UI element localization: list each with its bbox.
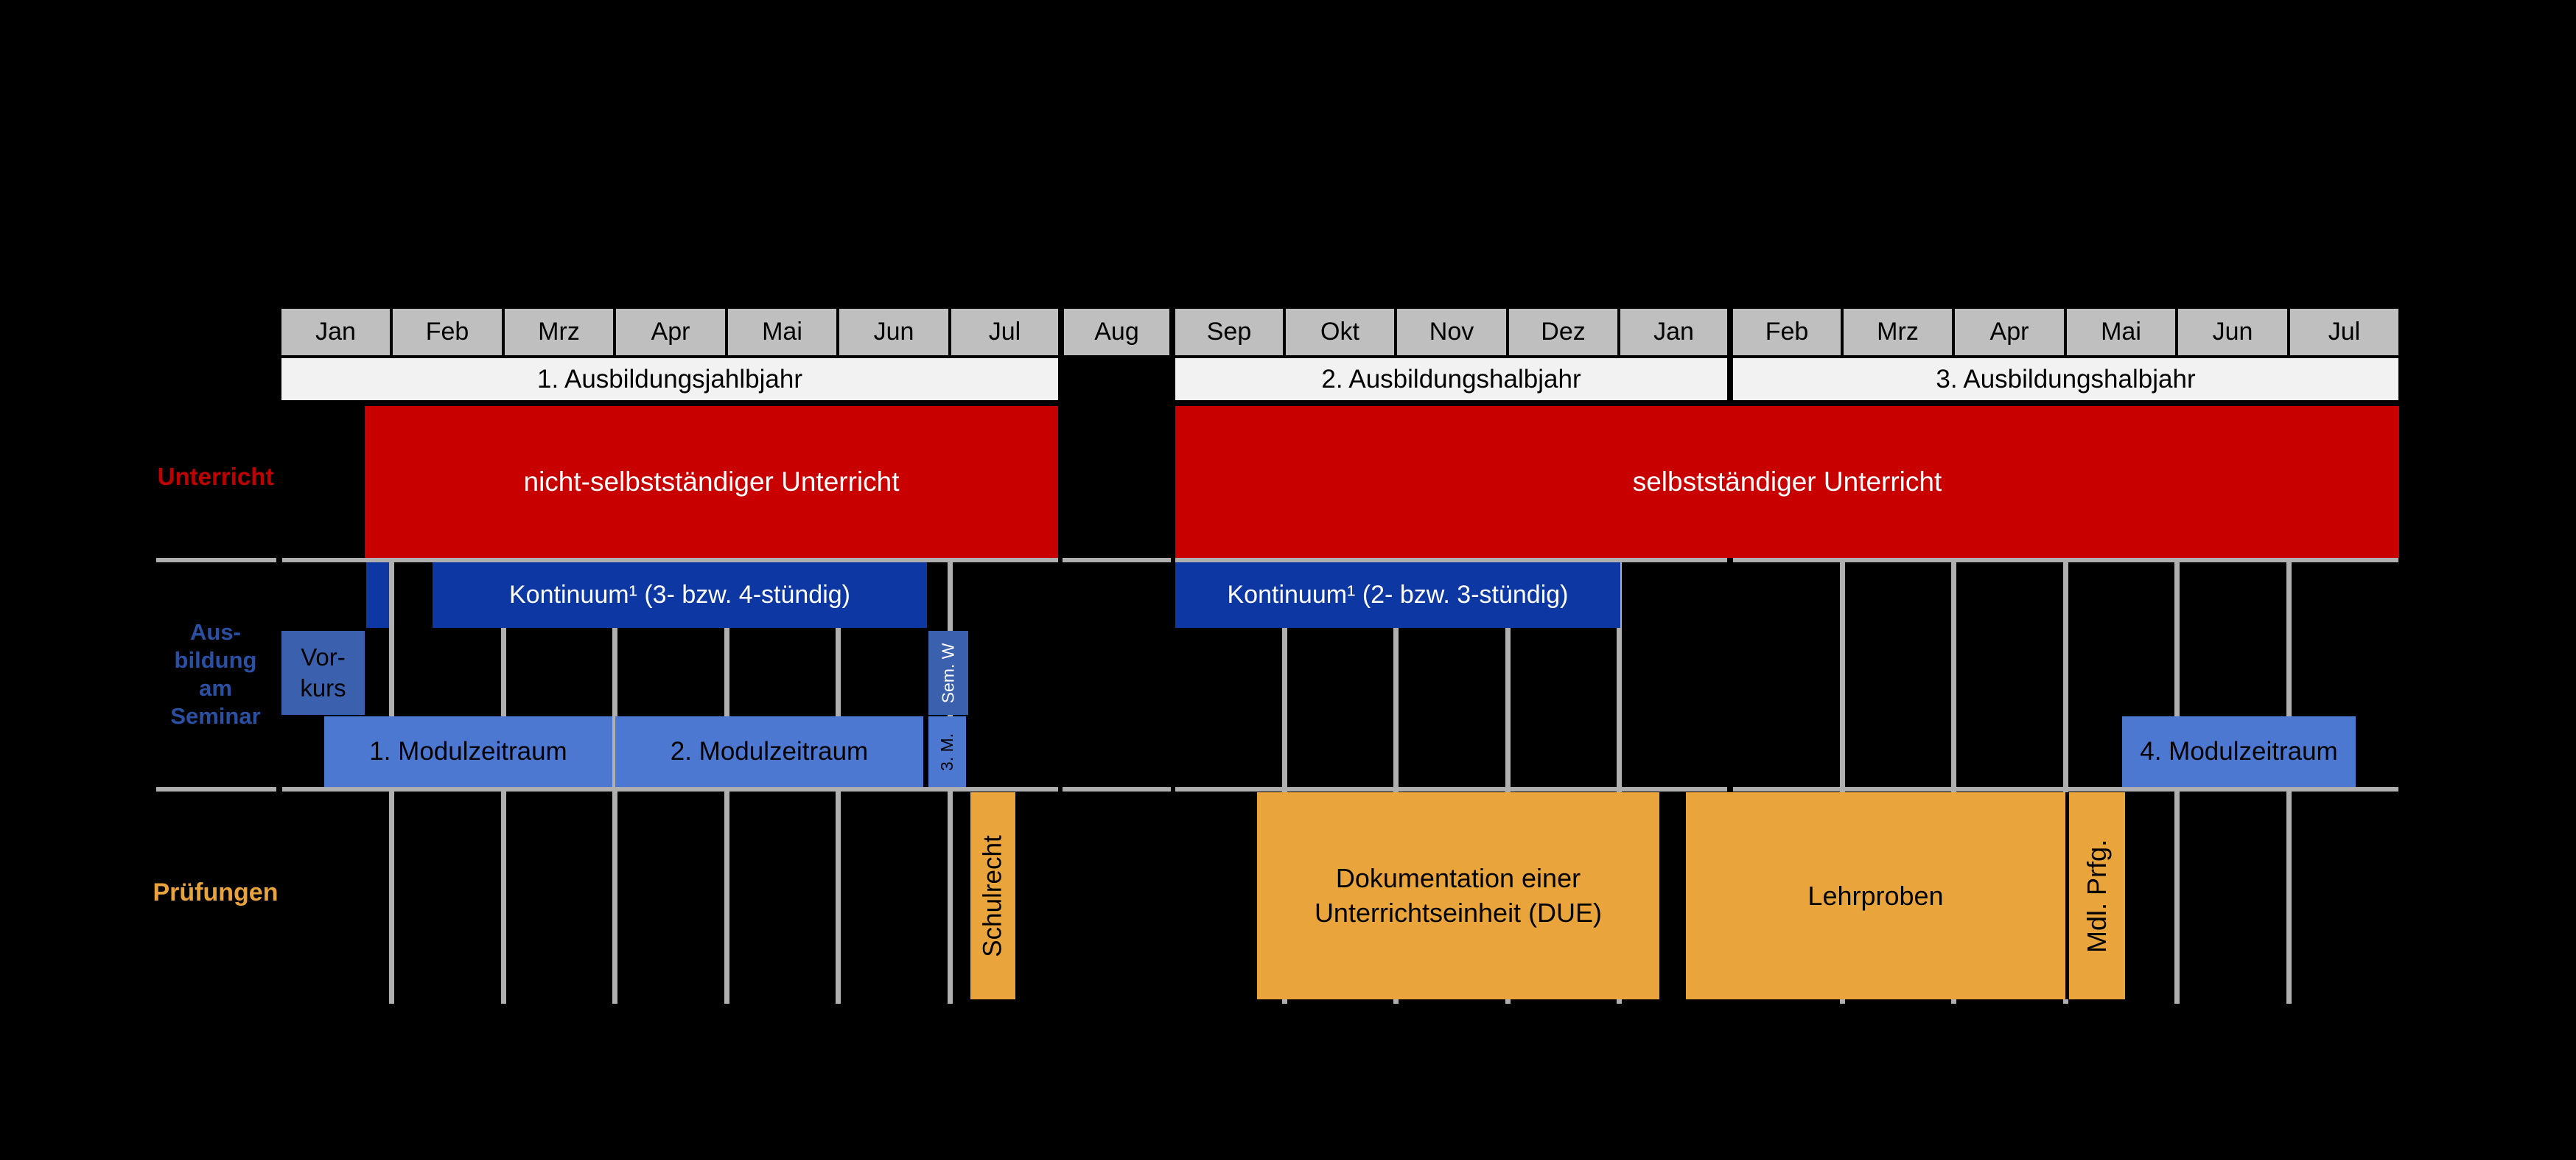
separator-line	[282, 558, 1058, 562]
bar-seminar-woche-label: Sem. W	[938, 643, 958, 703]
separator-line	[1175, 558, 1727, 562]
month-cell: Jul	[2290, 309, 2398, 355]
lehrproben-divider	[2065, 792, 2069, 999]
separator-line	[1733, 787, 2398, 792]
month-gridline	[1617, 558, 1622, 1004]
row-label-seminar-line: Aus-	[190, 619, 241, 645]
separator-line	[1175, 787, 1727, 792]
row-label-seminar-line: am	[199, 675, 232, 701]
bar-modulzeitraum-1: 1. Modulzeitraum	[324, 716, 612, 787]
period-cell-1: 1. Ausbildungsjahlbjahr	[281, 358, 1058, 400]
row-label-seminar-line: Seminar	[170, 703, 261, 729]
month-gridline	[2063, 558, 2068, 1004]
row-label-seminar: Aus- bildung am Seminar	[151, 618, 280, 730]
bar-mdl-prfg-label: Mdl. Prfg.	[2082, 839, 2113, 953]
bar-kontinuum-sliver	[366, 562, 389, 628]
separator-line	[156, 787, 276, 792]
separator-line	[1063, 558, 1171, 562]
month-cell: Jul	[951, 309, 1058, 355]
bar-schulrecht: Schulrecht	[970, 792, 1015, 999]
month-cell: Nov	[1397, 309, 1506, 355]
separator-line	[156, 558, 276, 562]
row-label-seminar-line: bildung	[174, 647, 257, 673]
month-cell: Aug	[1064, 309, 1169, 355]
bar-modulzeitraum-4: 4. Modulzeitraum	[2122, 716, 2356, 787]
bar-nicht-selbststaendiger-unterricht: nicht-selbstständiger Unterricht	[365, 406, 1058, 558]
bar-mdl-prfg: Mdl. Prfg.	[2069, 792, 2125, 999]
bar-seminar-woche: Sem. W	[928, 631, 968, 715]
month-cell: Apr	[1955, 309, 2064, 355]
row-label-pruefungen: Prüfungen	[153, 878, 279, 906]
bar-vorkurs-line: Vor-	[301, 643, 346, 671]
bar-due-line: Unterrichtseinheit (DUE)	[1314, 897, 1603, 928]
bar-kontinuum-1: Kontinuum¹ (3- bzw. 4-stündig)	[433, 562, 927, 628]
bar-modulzeitraum-2: 2. Modulzeitraum	[615, 716, 923, 787]
bar-modulzeitraum-3-label: 3. M.	[937, 733, 956, 771]
bar-lehrproben: Lehrproben	[1807, 880, 1944, 911]
bar-schulrecht-label: Schulrecht	[978, 834, 1007, 957]
month-cell: Okt	[1286, 309, 1394, 355]
month-gridline	[612, 558, 617, 1004]
month-cell: Dez	[1509, 309, 1617, 355]
month-gridline	[1951, 558, 1956, 1004]
separator-line	[282, 787, 1058, 792]
month-gridline	[1840, 558, 1845, 1004]
month-cell: Mai	[728, 309, 836, 355]
bar-lehrproben-block: Lehrproben Mdl. Prfg.	[1686, 792, 2125, 999]
separator-line	[1733, 558, 2398, 562]
row-label-unterricht: Unterricht	[157, 463, 274, 490]
month-cell: Jan	[281, 309, 390, 355]
separator-line	[1063, 787, 1171, 792]
period-cell-2: 2. Ausbildungshalbjahr	[1175, 358, 1727, 400]
bar-kontinuum-2: Kontinuum¹ (2- bzw. 3-stündig)	[1175, 562, 1620, 628]
bar-vorkurs: Vor- kurs	[281, 631, 365, 715]
month-cell: Feb	[393, 309, 502, 355]
month-gridline	[1282, 558, 1287, 1004]
bar-selbststaendiger-unterricht: selbstständiger Unterricht	[1175, 406, 2399, 558]
month-cell: Mrz	[1844, 309, 1952, 355]
month-cell: Mrz	[505, 309, 613, 355]
month-cell: Feb	[1733, 309, 1841, 355]
month-cell: Jun	[2178, 309, 2287, 355]
month-cell: Sep	[1175, 309, 1283, 355]
month-cell: Mai	[2067, 309, 2175, 355]
bar-due: Dokumentation einer Unterrichtseinheit (…	[1257, 792, 1659, 999]
month-gridline	[1505, 558, 1511, 1004]
period-cell-3: 3. Ausbildungshalbjahr	[1733, 358, 2398, 400]
bar-modulzeitraum-3: 3. M.	[928, 716, 966, 787]
month-cell: Jan	[1620, 309, 1727, 355]
bar-due-line: Dokumentation einer	[1335, 863, 1581, 894]
bar-vorkurs-line: kurs	[300, 674, 346, 702]
month-gridline	[1393, 558, 1399, 1004]
month-cell: Apr	[616, 309, 725, 355]
month-cell: Jun	[839, 309, 948, 355]
